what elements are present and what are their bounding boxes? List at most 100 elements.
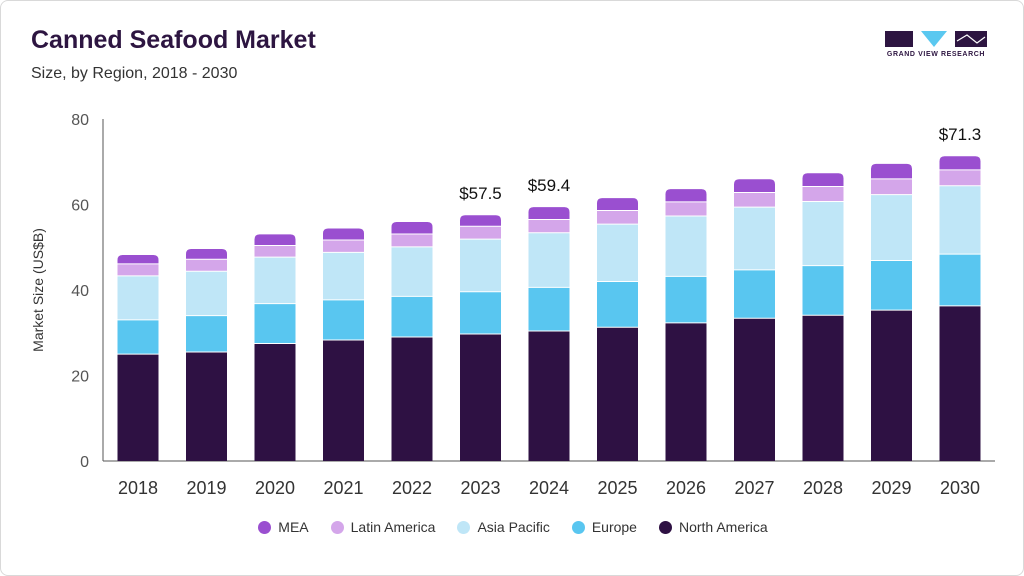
bar-asia-pacific-2022	[391, 246, 433, 297]
bar-north-america-2023	[460, 334, 501, 461]
legend-item-europe: Europe	[571, 519, 637, 535]
bar-north-america-2024	[528, 331, 570, 461]
legend-swatch	[457, 520, 471, 534]
x-tick-label: 2024	[529, 478, 569, 498]
bar-mea-2030	[939, 156, 981, 170]
total-label-2024: $59.4	[528, 176, 571, 195]
logo-mark-icon	[885, 31, 987, 47]
bar-mea-2026	[665, 189, 707, 202]
bar-europe-2019	[186, 315, 227, 352]
x-tick-label: 2030	[940, 478, 980, 498]
bar-mea-2028	[802, 173, 844, 187]
x-tick-label: 2023	[460, 478, 500, 498]
legend-label: North America	[678, 519, 768, 535]
y-tick-label: 20	[71, 369, 89, 386]
x-tick-label: 2025	[597, 478, 637, 498]
bar-europe-2020	[254, 303, 296, 344]
bar-europe-2025	[597, 281, 638, 328]
bar-asia-pacific-2021	[323, 252, 364, 300]
legend-swatch	[330, 520, 344, 534]
bar-asia-pacific-2019	[186, 271, 227, 316]
chart-legend: MEA Latin America Asia Pacific Europe North …	[1, 517, 1023, 537]
bar-asia-pacific-2026	[665, 216, 707, 277]
bar-europe-2028	[802, 265, 844, 316]
x-tick-label: 2021	[323, 478, 363, 498]
bar-north-america-2027	[734, 318, 775, 461]
bar-latin-america-2029	[871, 178, 912, 195]
bar-latin-america-2026	[665, 201, 707, 217]
legend-swatch	[658, 520, 672, 534]
legend-swatch	[571, 520, 585, 534]
bar-mea-2023	[460, 215, 501, 227]
bar-mea-2021	[323, 228, 364, 240]
bar-asia-pacific-2030	[939, 185, 981, 255]
chart-subtitle: Size, by Region, 2018 - 2030	[31, 65, 238, 82]
bar-asia-pacific-2020	[254, 257, 296, 304]
bar-latin-america-2022	[391, 233, 433, 247]
bar-latin-america-2018	[117, 263, 159, 276]
bar-europe-2026	[665, 276, 707, 323]
bar-mea-2022	[391, 222, 433, 234]
x-tick-label: 2019	[186, 478, 226, 498]
bar-asia-pacific-2024	[528, 232, 570, 288]
x-tick-label: 2020	[255, 478, 295, 498]
bar-north-america-2026	[665, 322, 707, 461]
y-tick-label: 40	[71, 283, 89, 300]
bar-north-america-2025	[597, 327, 638, 461]
legend-item-mea: MEA	[258, 519, 309, 535]
bar-latin-america-2021	[323, 239, 364, 253]
bar-latin-america-2019	[186, 259, 227, 272]
bar-north-america-2020	[254, 343, 296, 461]
legend-label: MEA	[278, 519, 309, 535]
bar-north-america-2021	[323, 340, 364, 461]
bar-latin-america-2028	[802, 186, 844, 202]
bar-north-america-2028	[802, 315, 844, 461]
bar-mea-2029	[871, 163, 912, 179]
bar-north-america-2030	[939, 305, 981, 461]
bar-latin-america-2027	[734, 192, 775, 208]
x-tick-label: 2026	[666, 478, 706, 498]
x-tick-label: 2029	[871, 478, 911, 498]
chart-title: Canned Seafood Market	[31, 26, 316, 54]
bar-north-america-2019	[186, 351, 227, 461]
legend-item-latin-america: Latin America	[330, 519, 436, 535]
x-tick-label: 2022	[392, 478, 432, 498]
bar-latin-america-2023	[460, 226, 501, 240]
bar-north-america-2029	[871, 310, 912, 461]
bar-mea-2025	[597, 198, 638, 211]
bar-latin-america-2024	[528, 219, 570, 233]
x-tick-label: 2027	[734, 478, 774, 498]
bar-europe-2022	[391, 296, 433, 338]
bar-europe-2018	[117, 319, 159, 355]
bar-asia-pacific-2027	[734, 207, 775, 270]
bar-latin-america-2025	[597, 210, 638, 225]
bar-europe-2027	[734, 269, 775, 319]
bar-asia-pacific-2029	[871, 194, 912, 261]
x-tick-label: 2028	[803, 478, 843, 498]
logo-text: GRAND VIEW RESEARCH	[886, 51, 986, 58]
bar-europe-2030	[939, 254, 981, 306]
legend-label: Latin America	[350, 519, 436, 535]
y-tick-label: 60	[71, 198, 89, 215]
legend-item-north-america: North America	[658, 519, 768, 535]
bar-europe-2029	[871, 260, 912, 311]
bar-europe-2023	[460, 291, 501, 335]
total-label-2030: $71.3	[939, 125, 982, 144]
total-label-2023: $57.5	[459, 184, 502, 203]
y-tick-label: 0	[80, 454, 89, 471]
bar-asia-pacific-2025	[597, 224, 638, 282]
bar-north-america-2022	[391, 337, 433, 461]
bar-europe-2021	[323, 299, 364, 341]
legend-swatch	[258, 520, 272, 534]
bar-latin-america-2030	[939, 169, 981, 186]
bar-north-america-2018	[117, 354, 159, 461]
y-tick-label: 80	[71, 112, 89, 129]
legend-label: Asia Pacific	[477, 519, 550, 535]
x-tick-label: 2018	[118, 478, 158, 498]
bar-mea-2020	[254, 234, 296, 246]
bar-asia-pacific-2028	[802, 201, 844, 266]
grand-view-research-logo: GRAND VIEW RESEARCH	[885, 29, 987, 63]
bar-asia-pacific-2018	[117, 275, 159, 320]
